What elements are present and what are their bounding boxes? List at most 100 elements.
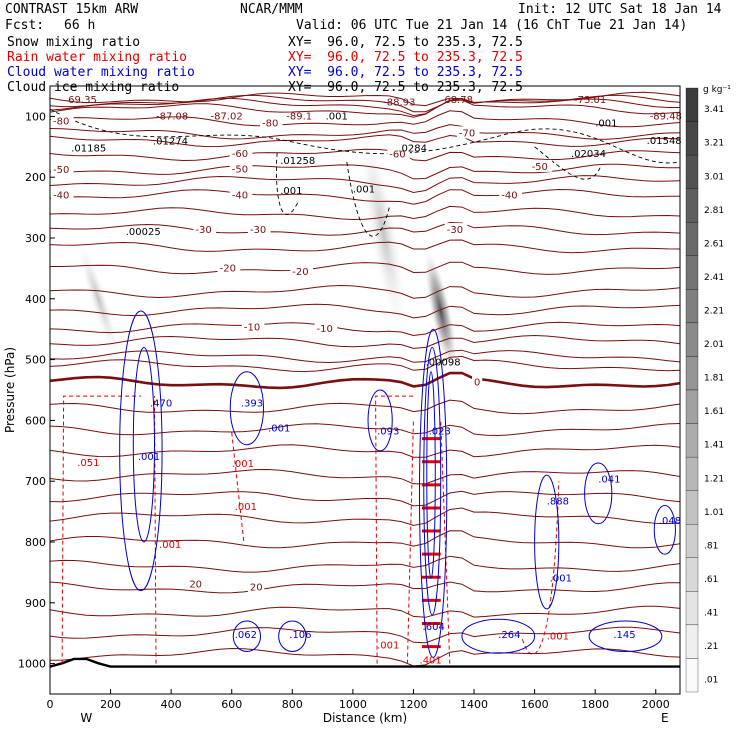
temperature-label: -10: [244, 322, 260, 333]
colorbar-label: 1.61: [704, 407, 724, 417]
isotherm: [50, 261, 680, 275]
ice-contour: [275, 152, 299, 215]
colorbar-swatch: [685, 490, 699, 525]
temperature-label-bg: [193, 223, 216, 236]
temperature-label-bg: [387, 147, 410, 160]
colorbar: 3.41 3.21 3.01 2.81 2.61 2.41 2.21 2.01 1.81 1.61…: [685, 85, 731, 693]
isotherm: [50, 507, 680, 526]
colorbar-label: 3.41: [704, 105, 724, 115]
x-tick-label: 200: [100, 698, 121, 711]
y-tick-label: 500: [25, 354, 46, 367]
colorbar-label: 1.21: [704, 474, 724, 484]
legend-snow: Snow mixing ratio: [7, 35, 141, 50]
temperature-label: 0: [474, 378, 480, 389]
colorbar-swatch: [685, 456, 699, 491]
extremum-label: .470: [150, 398, 172, 409]
extremum-label: .001: [280, 186, 302, 197]
colorbar-label: .01: [704, 676, 718, 686]
y-tick-label: 100: [25, 110, 46, 123]
colorbar-swatch: [685, 591, 699, 626]
colorbar-label: 2.41: [704, 273, 724, 283]
temperature-label-bg: [260, 116, 283, 129]
rain-contour: [153, 396, 157, 664]
colorbar-label: 1.01: [704, 508, 724, 518]
rain-contour: [61, 395, 141, 664]
temperature-label-bg: [51, 188, 74, 201]
extremum-label: .001: [268, 423, 290, 434]
temperature-label: 20: [189, 580, 202, 591]
y-tick-label: 800: [25, 536, 46, 549]
temperature-label: -30: [447, 225, 463, 236]
extremum-label: .048: [659, 516, 681, 527]
temperature-label: -40: [501, 190, 517, 201]
colorbar-swatch: [685, 121, 699, 156]
extremum-label: .393: [241, 398, 263, 409]
extremum-label: .001: [353, 184, 375, 195]
temperature-label-bg: [229, 188, 253, 201]
y-tick-label: 300: [25, 232, 46, 245]
isotherm: [50, 205, 680, 221]
extremum-label: 69.35: [68, 95, 97, 106]
y-tick-label: 600: [25, 414, 46, 427]
legend-snow-xy: XY= 96.0, 72.5 to 235.3, 72.5: [288, 35, 523, 50]
legend-cloud-ice-xy: XY= 96.0, 72.5 to 235.3, 72.5: [288, 80, 523, 95]
extremum-label: .106: [289, 630, 311, 641]
cloud-water-contour: [232, 620, 262, 652]
temperature-label-bg: [247, 580, 265, 593]
cloud-water-contour: [132, 346, 155, 543]
temperature-label-bg: [241, 320, 265, 333]
cloud-water-contour: [419, 328, 448, 659]
extremum-label: .02034: [571, 149, 606, 160]
snow-blob: [424, 252, 457, 370]
temperature-label-bg: [229, 162, 253, 175]
model-title: CONTRAST 15km ARW: [5, 2, 139, 17]
legend-cloud-water-xy: XY= 96.0, 72.5 to 235.3, 72.5: [288, 65, 523, 80]
temperature-label: -10: [317, 324, 333, 335]
temperature-label-bg: [187, 577, 204, 590]
isotherm: [50, 99, 680, 118]
isotherm: [50, 134, 680, 148]
extremum-label: -87.08: [156, 111, 188, 122]
y-tick-label: 700: [25, 475, 46, 488]
extremum-label: .001: [377, 640, 399, 651]
temperature-label: -20: [220, 263, 236, 274]
colorbar-swatch: [685, 658, 699, 693]
rain-contour: [406, 420, 414, 664]
temperature-label-bg: [229, 147, 253, 160]
isotherm: [50, 221, 680, 236]
temperature-label: -50: [232, 164, 248, 175]
extremum-label: .001: [138, 452, 160, 463]
temperature-label: -40: [53, 190, 69, 201]
isotherm: [50, 555, 680, 573]
isotherm: [50, 647, 680, 667]
isotherm: [50, 284, 680, 299]
temperature-label: -80: [262, 119, 278, 130]
colorbar-label: 1.41: [704, 441, 724, 451]
extremum-label: -89.1: [286, 111, 312, 122]
extremum-label: .051: [77, 458, 99, 469]
x-tick-label: 1600: [521, 698, 549, 711]
valid-time: Valid: 06 UTC Tue 21 Jan 14 (16 ChT Tue …: [296, 18, 688, 33]
extremum-label: .001: [547, 631, 569, 642]
extremum-label: .093: [377, 426, 399, 437]
x-tick-label: 1400: [460, 698, 488, 711]
fcst-value: 66 h: [64, 18, 96, 33]
x-tick-label: 800: [282, 698, 303, 711]
y-tick-label: 1000: [18, 658, 46, 671]
colorbar-swatch: [685, 389, 699, 424]
colorbar-swatch: [685, 154, 699, 189]
colorbar-label: 2.81: [704, 206, 724, 216]
cloud-water-contour: [534, 474, 560, 610]
colorbar-swatch: [685, 624, 699, 659]
legend-rain: Rain water mixing ratio: [7, 50, 188, 65]
fcst-label: Fcst:: [5, 18, 45, 33]
colorbar-swatch: [685, 222, 699, 256]
cloud-water-contour: [588, 620, 663, 652]
colorbar-swatch: [685, 423, 699, 458]
plot-frame: [49, 85, 681, 695]
temperature-label-bg: [247, 223, 271, 236]
rain-contour: [522, 481, 560, 655]
extremum-label: .001: [159, 540, 181, 551]
cloud-water-contour: [461, 618, 536, 654]
cloud-water-contour: [119, 310, 163, 592]
